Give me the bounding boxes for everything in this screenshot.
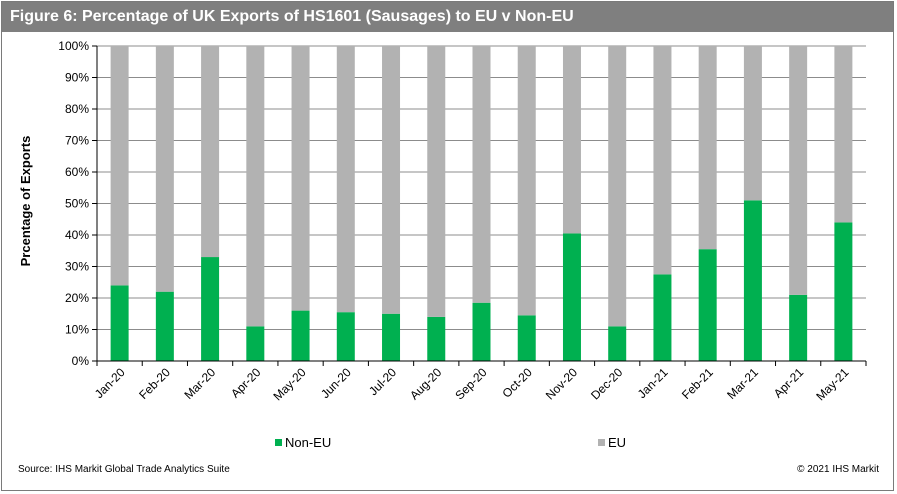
legend-swatch-eu	[598, 439, 605, 446]
bar-non-eu-oct-20	[517, 315, 536, 361]
bar-eu-apr-21	[789, 46, 808, 295]
legend: Non-EU EU	[275, 435, 626, 450]
bar-non-eu-apr-20	[246, 326, 265, 361]
y-axis-label: Prcentage of Exports	[18, 136, 33, 267]
bar-eu-oct-20	[517, 46, 536, 316]
y-tick-label: 80%	[65, 102, 89, 116]
bar-eu-jul-20	[382, 46, 401, 314]
bar-non-eu-nov-20	[562, 233, 581, 361]
x-tick-label: Aug-20	[407, 365, 444, 402]
bar-eu-dec-20	[608, 46, 627, 327]
bar-eu-nov-20	[562, 46, 581, 234]
bar-eu-feb-20	[155, 46, 174, 292]
bar-eu-apr-20	[246, 46, 265, 327]
y-tick-label: 100%	[58, 39, 89, 53]
bar-eu-mar-21	[743, 46, 762, 201]
bar-non-eu-jan-21	[653, 274, 672, 361]
bar-eu-aug-20	[427, 46, 446, 317]
x-tick-labels: Jan-20 Feb-20 Mar-20 Apr-20 May-20 Jun-20 Jul-…	[92, 365, 852, 403]
y-tick-label: 70%	[65, 134, 89, 148]
chart-title: Figure 6: Percentage of UK Exports of HS…	[2, 2, 893, 32]
x-tick-label: May-21	[813, 365, 851, 403]
x-tick-label: Jul-20	[366, 365, 399, 398]
x-tick-label: Feb-21	[679, 365, 716, 402]
y-tick-label: 30%	[65, 260, 89, 274]
bar-non-eu-may-21	[834, 222, 853, 361]
x-tick-label: Jan-20	[92, 365, 128, 401]
x-tick-label: Mar-20	[181, 365, 218, 402]
x-tick-label: Jan-21	[635, 365, 671, 401]
bar-eu-mar-20	[201, 46, 220, 258]
y-tick-label: 0%	[72, 354, 90, 368]
y-tick-label: 10%	[65, 323, 89, 337]
axes	[92, 45, 867, 366]
x-tick-label: Mar-21	[724, 365, 761, 402]
legend-label-non-eu: Non-EU	[285, 435, 331, 450]
bar-non-eu-aug-20	[427, 316, 446, 361]
bar-eu-sep-20	[472, 46, 491, 303]
x-tick-label: Nov-20	[543, 365, 580, 402]
bar-eu-jun-20	[336, 46, 355, 313]
y-tick-label: 50%	[65, 197, 89, 211]
y-tick-label: 40%	[65, 228, 89, 242]
x-tick-label: May-20	[270, 365, 308, 403]
bar-non-eu-apr-21	[789, 294, 808, 361]
bar-non-eu-feb-20	[155, 291, 174, 361]
bar-non-eu-jul-20	[382, 313, 401, 361]
y-tick-label: 60%	[65, 165, 89, 179]
bar-non-eu-jan-20	[110, 285, 129, 361]
legend-label-eu: EU	[608, 435, 626, 450]
x-tick-label: Oct-20	[499, 365, 535, 401]
bar-non-eu-jun-20	[336, 312, 355, 361]
source-note: Source: IHS Markit Global Trade Analytic…	[18, 464, 230, 475]
bar-non-eu-may-20	[291, 310, 310, 361]
x-tick-label: Sep-20	[452, 365, 489, 402]
x-tick-label: Jun-20	[318, 365, 354, 401]
bar-eu-feb-21	[698, 46, 717, 250]
x-tick-label: Dec-20	[588, 365, 625, 402]
x-tick-label: Feb-20	[136, 365, 173, 402]
bar-non-eu-feb-21	[698, 249, 717, 361]
bar-non-eu-mar-21	[743, 200, 762, 361]
copyright-note: © 2021 IHS Markit	[797, 464, 879, 475]
bar-non-eu-mar-20	[201, 257, 220, 361]
y-tick-label: 90%	[65, 71, 89, 85]
x-tick-label: Apr-20	[228, 365, 264, 401]
bar-non-eu-dec-20	[608, 326, 627, 361]
legend-swatch-non-eu	[275, 439, 282, 446]
bar-eu-may-21	[834, 46, 853, 223]
bar-eu-jan-21	[653, 46, 672, 275]
bar-eu-may-20	[291, 46, 310, 311]
bar-non-eu-sep-20	[472, 302, 491, 361]
y-tick-labels: 0% 10% 20% 30% 40% 50% 60% 70% 80% 90% 100%	[58, 39, 89, 368]
bar-eu-jan-20	[110, 46, 129, 286]
y-tick-label: 20%	[65, 291, 89, 305]
x-tick-label: Apr-21	[771, 365, 807, 401]
bars	[110, 46, 853, 361]
